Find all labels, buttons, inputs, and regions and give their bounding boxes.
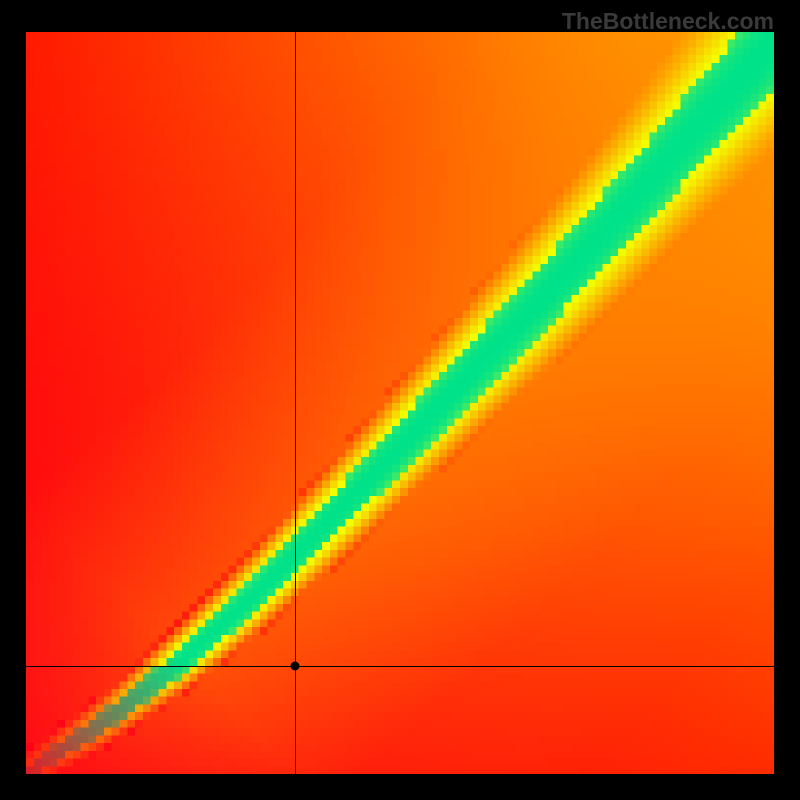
- watermark-label: TheBottleneck.com: [562, 8, 774, 35]
- crosshair-horizontal: [26, 666, 774, 667]
- heatmap-plot: [26, 32, 774, 774]
- heatmap-canvas: [26, 32, 774, 774]
- crosshair-dot: [291, 662, 300, 671]
- chart-frame: TheBottleneck.com: [0, 0, 800, 800]
